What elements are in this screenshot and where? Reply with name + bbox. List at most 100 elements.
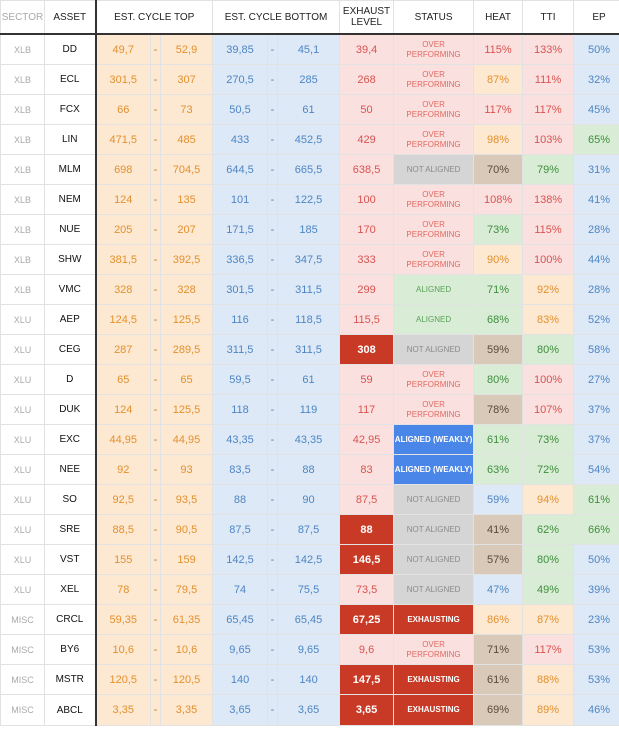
sector-cell[interactable]: XLU	[0, 484, 45, 515]
exhaust-level-cell[interactable]: 299	[339, 274, 395, 305]
tti-cell[interactable]: 107%	[522, 394, 575, 425]
cycle-bottom-low-cell[interactable]: 336,5	[212, 244, 269, 275]
cycle-bottom-high-cell[interactable]: 140	[277, 664, 341, 695]
range-dash[interactable]: -	[150, 424, 161, 455]
tti-cell[interactable]: 62%	[522, 514, 575, 545]
header-sector[interactable]: SECTOR	[0, 0, 45, 35]
cycle-bottom-low-cell[interactable]: 433	[212, 124, 269, 155]
cycle-top-high-cell[interactable]: 52,9	[159, 33, 214, 65]
cycle-top-high-cell[interactable]: 73	[159, 94, 214, 125]
cycle-top-high-cell[interactable]: 90,5	[159, 514, 214, 545]
header-asset[interactable]: ASSET	[44, 0, 97, 35]
tti-cell[interactable]: 103%	[522, 124, 575, 155]
status-badge[interactable]: NOT ALIGNED	[393, 154, 475, 185]
cycle-bottom-low-cell[interactable]: 101	[212, 184, 269, 215]
tti-cell[interactable]: 79%	[522, 154, 575, 185]
cycle-bottom-high-cell[interactable]: 311,5	[277, 274, 341, 305]
table-row[interactable]: XLU SRE 88,5-90,5 87,5-87,5 88 NOT ALIGNED 41%…	[0, 514, 619, 545]
cycle-top-low-cell[interactable]: 124	[95, 394, 151, 425]
ep-cell[interactable]: 53%	[573, 634, 619, 665]
ep-cell[interactable]: 28%	[573, 274, 619, 305]
asset-cell[interactable]: VST	[44, 544, 97, 575]
cycle-top-high-cell[interactable]: 120,5	[159, 664, 214, 695]
cycle-top-high-cell[interactable]: 93	[159, 454, 214, 485]
asset-cell[interactable]: ECL	[44, 64, 97, 95]
cycle-bottom-low-cell[interactable]: 87,5	[212, 514, 269, 545]
cycle-top-high-cell[interactable]: 65	[159, 364, 214, 395]
cycle-bottom-high-cell[interactable]: 118,5	[277, 304, 341, 335]
range-dash[interactable]: -	[150, 634, 161, 665]
tti-cell[interactable]: 87%	[522, 604, 575, 635]
asset-cell[interactable]: CRCL	[44, 604, 97, 635]
sector-cell[interactable]: XLB	[0, 244, 45, 275]
table-row[interactable]: XLB NUE 205-207 171,5-185 170 OVER PERFORMING…	[0, 214, 619, 245]
status-badge[interactable]: OVER PERFORMING	[393, 184, 475, 215]
tti-cell[interactable]: 100%	[522, 244, 575, 275]
cycle-bottom-high-cell[interactable]: 665,5	[277, 154, 341, 185]
asset-cell[interactable]: DD	[44, 33, 97, 65]
heat-cell[interactable]: 80%	[473, 364, 524, 395]
exhaust-level-cell[interactable]: 429	[339, 124, 395, 155]
range-dash[interactable]: -	[150, 94, 161, 125]
table-row[interactable]: XLU AEP 124,5-125,5 116-118,5 115,5 ALIGNED 68…	[0, 304, 619, 335]
cycle-bottom-low-cell[interactable]: 142,5	[212, 544, 269, 575]
header-tti[interactable]: TTI	[522, 0, 575, 35]
status-badge[interactable]: EXHAUSTING	[393, 664, 475, 695]
table-row[interactable]: XLB DD 49,7-52,9 39,85-45,1 39,4 OVER PERFORM…	[0, 33, 619, 65]
ep-cell[interactable]: 58%	[573, 334, 619, 365]
range-dash[interactable]: -	[150, 514, 161, 545]
range-dash[interactable]: -	[267, 634, 279, 665]
status-badge[interactable]: OVER PERFORMING	[393, 64, 475, 95]
cycle-top-low-cell[interactable]: 44,95	[95, 424, 151, 455]
cycle-bottom-high-cell[interactable]: 3,65	[277, 694, 341, 726]
asset-cell[interactable]: NEM	[44, 184, 97, 215]
ep-cell[interactable]: 44%	[573, 244, 619, 275]
cycle-bottom-high-cell[interactable]: 452,5	[277, 124, 341, 155]
ep-cell[interactable]: 37%	[573, 394, 619, 425]
heat-cell[interactable]: 86%	[473, 604, 524, 635]
range-dash[interactable]: -	[150, 154, 161, 185]
exhaust-level-cell[interactable]: 268	[339, 64, 395, 95]
header-heat[interactable]: HEAT	[473, 0, 524, 35]
heat-cell[interactable]: 78%	[473, 394, 524, 425]
cycle-bottom-high-cell[interactable]: 311,5	[277, 334, 341, 365]
tti-cell[interactable]: 133%	[522, 33, 575, 65]
heat-cell[interactable]: 59%	[473, 334, 524, 365]
asset-cell[interactable]: LIN	[44, 124, 97, 155]
sector-cell[interactable]: XLB	[0, 214, 45, 245]
range-dash[interactable]: -	[150, 64, 161, 95]
heat-cell[interactable]: 71%	[473, 274, 524, 305]
cycle-bottom-low-cell[interactable]: 116	[212, 304, 269, 335]
range-dash[interactable]: -	[150, 244, 161, 275]
sector-cell[interactable]: XLU	[0, 334, 45, 365]
tti-cell[interactable]: 111%	[522, 64, 575, 95]
cycle-bottom-low-cell[interactable]: 59,5	[212, 364, 269, 395]
sector-cell[interactable]: XLB	[0, 94, 45, 125]
sector-cell[interactable]: XLB	[0, 64, 45, 95]
cycle-bottom-high-cell[interactable]: 88	[277, 454, 341, 485]
ep-cell[interactable]: 66%	[573, 514, 619, 545]
status-badge[interactable]: OVER PERFORMING	[393, 394, 475, 425]
sector-cell[interactable]: XLU	[0, 424, 45, 455]
status-badge[interactable]: NOT ALIGNED	[393, 334, 475, 365]
cycle-bottom-high-cell[interactable]: 90	[277, 484, 341, 515]
range-dash[interactable]: -	[150, 394, 161, 425]
range-dash[interactable]: -	[267, 604, 279, 635]
heat-cell[interactable]: 70%	[473, 154, 524, 185]
asset-cell[interactable]: SHW	[44, 244, 97, 275]
ep-cell[interactable]: 53%	[573, 664, 619, 695]
cycle-bottom-high-cell[interactable]: 87,5	[277, 514, 341, 545]
heat-cell[interactable]: 68%	[473, 304, 524, 335]
exhaust-level-cell[interactable]: 42,95	[339, 424, 395, 455]
cycle-bottom-low-cell[interactable]: 83,5	[212, 454, 269, 485]
range-dash[interactable]: -	[150, 484, 161, 515]
cycle-top-low-cell[interactable]: 3,35	[95, 694, 151, 726]
tti-cell[interactable]: 92%	[522, 274, 575, 305]
exhaust-level-cell[interactable]: 638,5	[339, 154, 395, 185]
status-badge[interactable]: OVER PERFORMING	[393, 33, 475, 65]
sector-cell[interactable]: XLB	[0, 184, 45, 215]
heat-cell[interactable]: 71%	[473, 634, 524, 665]
ep-cell[interactable]: 46%	[573, 694, 619, 726]
cycle-top-high-cell[interactable]: 125,5	[159, 394, 214, 425]
cycle-bottom-low-cell[interactable]: 65,45	[212, 604, 269, 635]
